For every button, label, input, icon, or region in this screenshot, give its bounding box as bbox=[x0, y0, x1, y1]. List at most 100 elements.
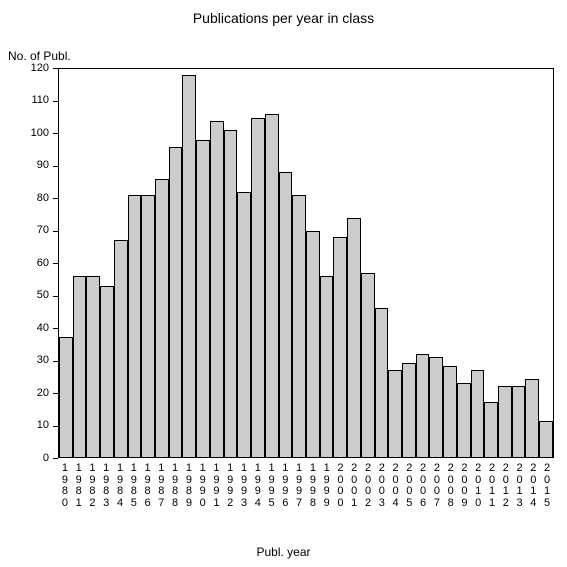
bar bbox=[471, 370, 485, 457]
bar bbox=[128, 195, 142, 457]
x-tick-label: 2011 bbox=[487, 463, 497, 509]
x-tick-label: 2001 bbox=[349, 463, 359, 509]
bar bbox=[306, 231, 320, 457]
y-tick-mark bbox=[53, 458, 58, 459]
bar bbox=[484, 402, 498, 457]
chart-title: Publications per year in class bbox=[0, 10, 567, 26]
y-tick-label: 100 bbox=[0, 127, 49, 139]
bar bbox=[73, 276, 87, 457]
bar bbox=[141, 195, 155, 457]
bar bbox=[402, 363, 416, 457]
bar bbox=[525, 379, 539, 457]
y-tick-mark bbox=[53, 133, 58, 134]
x-tick-label: 2003 bbox=[377, 463, 387, 509]
y-tick-mark bbox=[53, 101, 58, 102]
x-tick-label: 1981 bbox=[74, 463, 84, 509]
x-tick-label: 2004 bbox=[391, 463, 401, 509]
x-tick-label: 2007 bbox=[432, 463, 442, 509]
bar bbox=[169, 147, 183, 457]
plot-area bbox=[58, 68, 554, 458]
x-axis-title: Publ. year bbox=[0, 545, 567, 559]
bar bbox=[375, 308, 389, 457]
x-tick-label: 1998 bbox=[308, 463, 318, 509]
x-tick-label: 1986 bbox=[143, 463, 153, 509]
x-tick-label: 1994 bbox=[253, 463, 263, 509]
bar bbox=[86, 276, 100, 457]
x-tick-label: 2002 bbox=[363, 463, 373, 509]
y-tick-mark bbox=[53, 166, 58, 167]
x-tick-label: 1985 bbox=[129, 463, 139, 509]
y-tick-label: 30 bbox=[0, 354, 49, 366]
y-tick-label: 10 bbox=[0, 419, 49, 431]
x-tick-label: 1997 bbox=[294, 463, 304, 509]
bar bbox=[210, 121, 224, 457]
x-tick-label: 1983 bbox=[101, 463, 111, 509]
y-tick-label: 90 bbox=[0, 159, 49, 171]
bar bbox=[498, 386, 512, 457]
x-tick-label: 1982 bbox=[87, 463, 97, 509]
y-tick-mark bbox=[53, 426, 58, 427]
x-tick-label: 1996 bbox=[280, 463, 290, 509]
x-tick-label: 2013 bbox=[515, 463, 525, 509]
bar bbox=[224, 130, 238, 457]
x-tick-label: 2010 bbox=[473, 463, 483, 509]
bar bbox=[416, 354, 430, 457]
bar bbox=[265, 114, 279, 457]
bar bbox=[539, 421, 553, 457]
bar bbox=[361, 273, 375, 457]
bar bbox=[388, 370, 402, 457]
bar bbox=[292, 195, 306, 457]
bar bbox=[512, 386, 526, 457]
bar bbox=[114, 240, 128, 457]
x-tick-label: 1995 bbox=[267, 463, 277, 509]
y-tick-mark bbox=[53, 393, 58, 394]
x-tick-label: 2009 bbox=[459, 463, 469, 509]
y-tick-label: 120 bbox=[0, 62, 49, 74]
x-tick-label: 2015 bbox=[542, 463, 552, 509]
x-tick-label: 1991 bbox=[211, 463, 221, 509]
bar bbox=[429, 357, 443, 457]
y-tick-label: 60 bbox=[0, 257, 49, 269]
bar bbox=[237, 192, 251, 457]
y-tick-label: 70 bbox=[0, 224, 49, 236]
y-tick-mark bbox=[53, 328, 58, 329]
y-tick-label: 20 bbox=[0, 387, 49, 399]
x-tick-label: 2012 bbox=[501, 463, 511, 509]
bar bbox=[333, 237, 347, 457]
y-tick-mark bbox=[53, 198, 58, 199]
x-tick-label: 2014 bbox=[528, 463, 538, 509]
bars-group bbox=[59, 69, 553, 457]
bar bbox=[155, 179, 169, 457]
x-tick-label: 1993 bbox=[239, 463, 249, 509]
x-tick-label: 1989 bbox=[184, 463, 194, 509]
y-tick-mark bbox=[53, 296, 58, 297]
x-tick-label: 1980 bbox=[60, 463, 70, 509]
bar bbox=[347, 218, 361, 457]
x-tick-label: 2000 bbox=[335, 463, 345, 509]
bar bbox=[59, 337, 73, 457]
bar bbox=[196, 140, 210, 457]
y-tick-mark bbox=[53, 231, 58, 232]
bar bbox=[457, 383, 471, 457]
x-tick-label: 1990 bbox=[198, 463, 208, 509]
y-tick-label: 110 bbox=[0, 94, 49, 106]
y-tick-label: 0 bbox=[0, 452, 49, 464]
x-tick-label: 1999 bbox=[322, 463, 332, 509]
y-tick-label: 40 bbox=[0, 322, 49, 334]
bar bbox=[320, 276, 334, 457]
x-tick-label: 1984 bbox=[115, 463, 125, 509]
x-tick-label: 2005 bbox=[404, 463, 414, 509]
bar bbox=[279, 172, 293, 457]
y-tick-label: 80 bbox=[0, 192, 49, 204]
y-tick-label: 50 bbox=[0, 289, 49, 301]
y-tick-mark bbox=[53, 263, 58, 264]
bar bbox=[100, 286, 114, 457]
chart-container: Publications per year in class No. of Pu… bbox=[0, 0, 567, 567]
y-tick-mark bbox=[53, 361, 58, 362]
x-tick-label: 2006 bbox=[418, 463, 428, 509]
bar bbox=[251, 118, 265, 458]
y-tick-mark bbox=[53, 68, 58, 69]
x-tick-label: 2008 bbox=[446, 463, 456, 509]
x-tick-label: 1988 bbox=[170, 463, 180, 509]
bar bbox=[443, 366, 457, 457]
